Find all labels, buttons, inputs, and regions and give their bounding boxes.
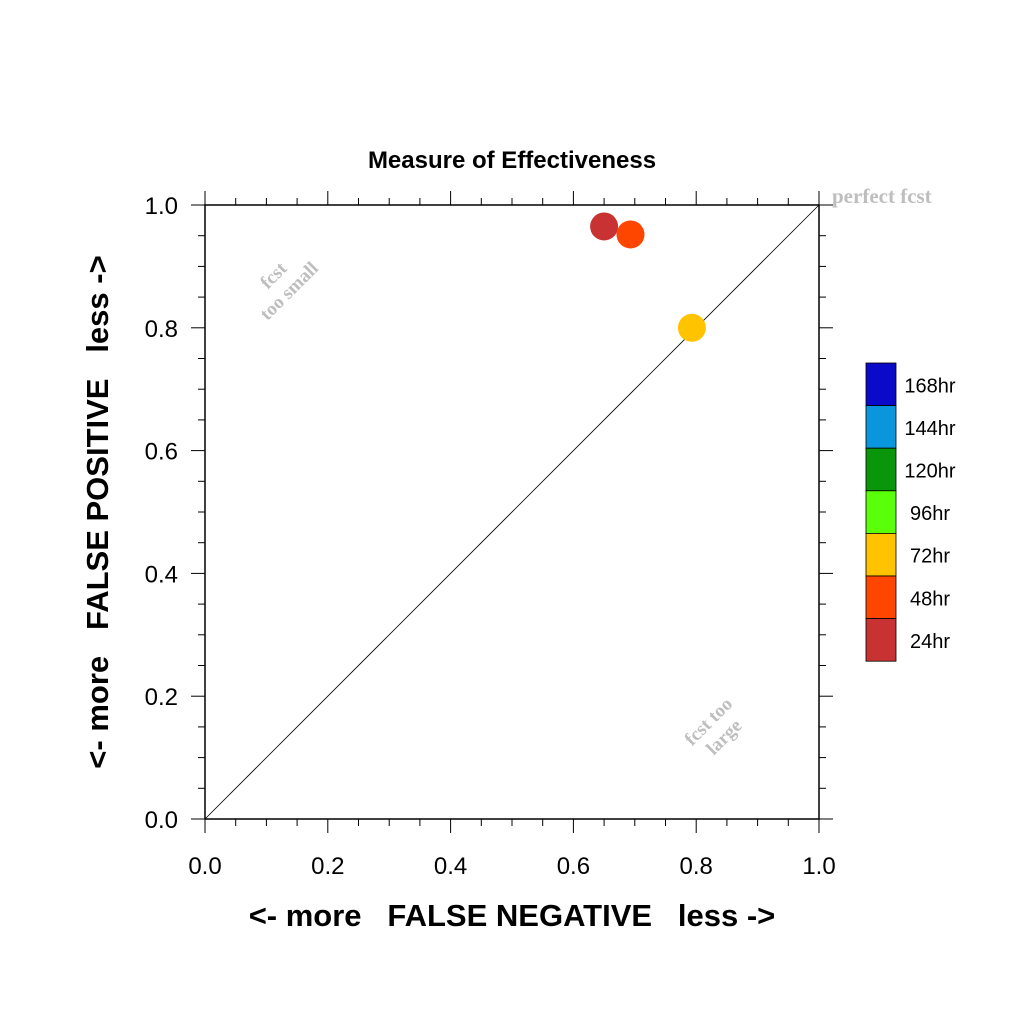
x-tick-labels: 0.0 0.2 0.4 0.6 0.8 1.0 [188,853,835,880]
legend-swatch-144hr [865,405,897,449]
legend-swatch-48hr [865,575,897,619]
annotation-too-large: fcst too large [681,694,747,760]
legend-label-24hr: 24hr [910,631,950,653]
x-tick-label: 0.4 [434,853,467,880]
legend-label-96hr: 96hr [910,503,950,525]
y-tick-labels: 0.0 0.2 0.4 0.6 0.8 1.0 [145,193,178,834]
point-72hr [677,313,706,342]
legend-label-168hr: 168hr [904,375,955,397]
legend-label-48hr: 48hr [910,588,950,610]
legend-label-120hr: 120hr [904,461,955,483]
y-tick-label: 0.6 [145,439,178,466]
x-axis-label: <- more FALSE NEGATIVE less -> [249,898,776,933]
legend-swatch-96hr [865,490,897,534]
legend-label-72hr: 72hr [910,546,950,568]
legend-swatch-24hr [865,618,897,662]
legend-swatch-168hr [865,362,897,406]
point-48hr [616,220,645,249]
data-points [590,212,706,342]
annotation-perfect-fcst: perfect fcst [832,184,932,208]
y-tick-label: 0.2 [145,684,178,711]
point-24hr [590,212,619,241]
perfect-forecast-diagonal [204,204,820,820]
x-tick-label: 0.2 [311,853,344,880]
y-tick-label: 1.0 [145,193,178,220]
annotation-too-small: fcst too small [256,258,323,325]
x-tick-label: 1.0 [802,853,835,880]
y-tick-label: 0.4 [145,561,178,588]
y-tick-label: 0.0 [145,807,178,834]
axis-ticks [191,191,833,833]
legend-swatch-72hr [865,533,897,577]
legend: 168hr 144hr 120hr 96hr 72hr 48hr 24hr [865,362,956,662]
x-tick-label: 0.8 [680,853,713,880]
y-axis-label: <- more FALSE POSITIVE less -> [80,255,115,768]
x-tick-label: 0.6 [557,853,590,880]
chart-title: Measure of Effectiveness [368,147,656,174]
x-tick-label: 0.0 [188,853,221,880]
legend-label-144hr: 144hr [904,418,955,440]
legend-swatch-120hr [865,447,897,492]
y-tick-label: 0.8 [145,316,178,343]
